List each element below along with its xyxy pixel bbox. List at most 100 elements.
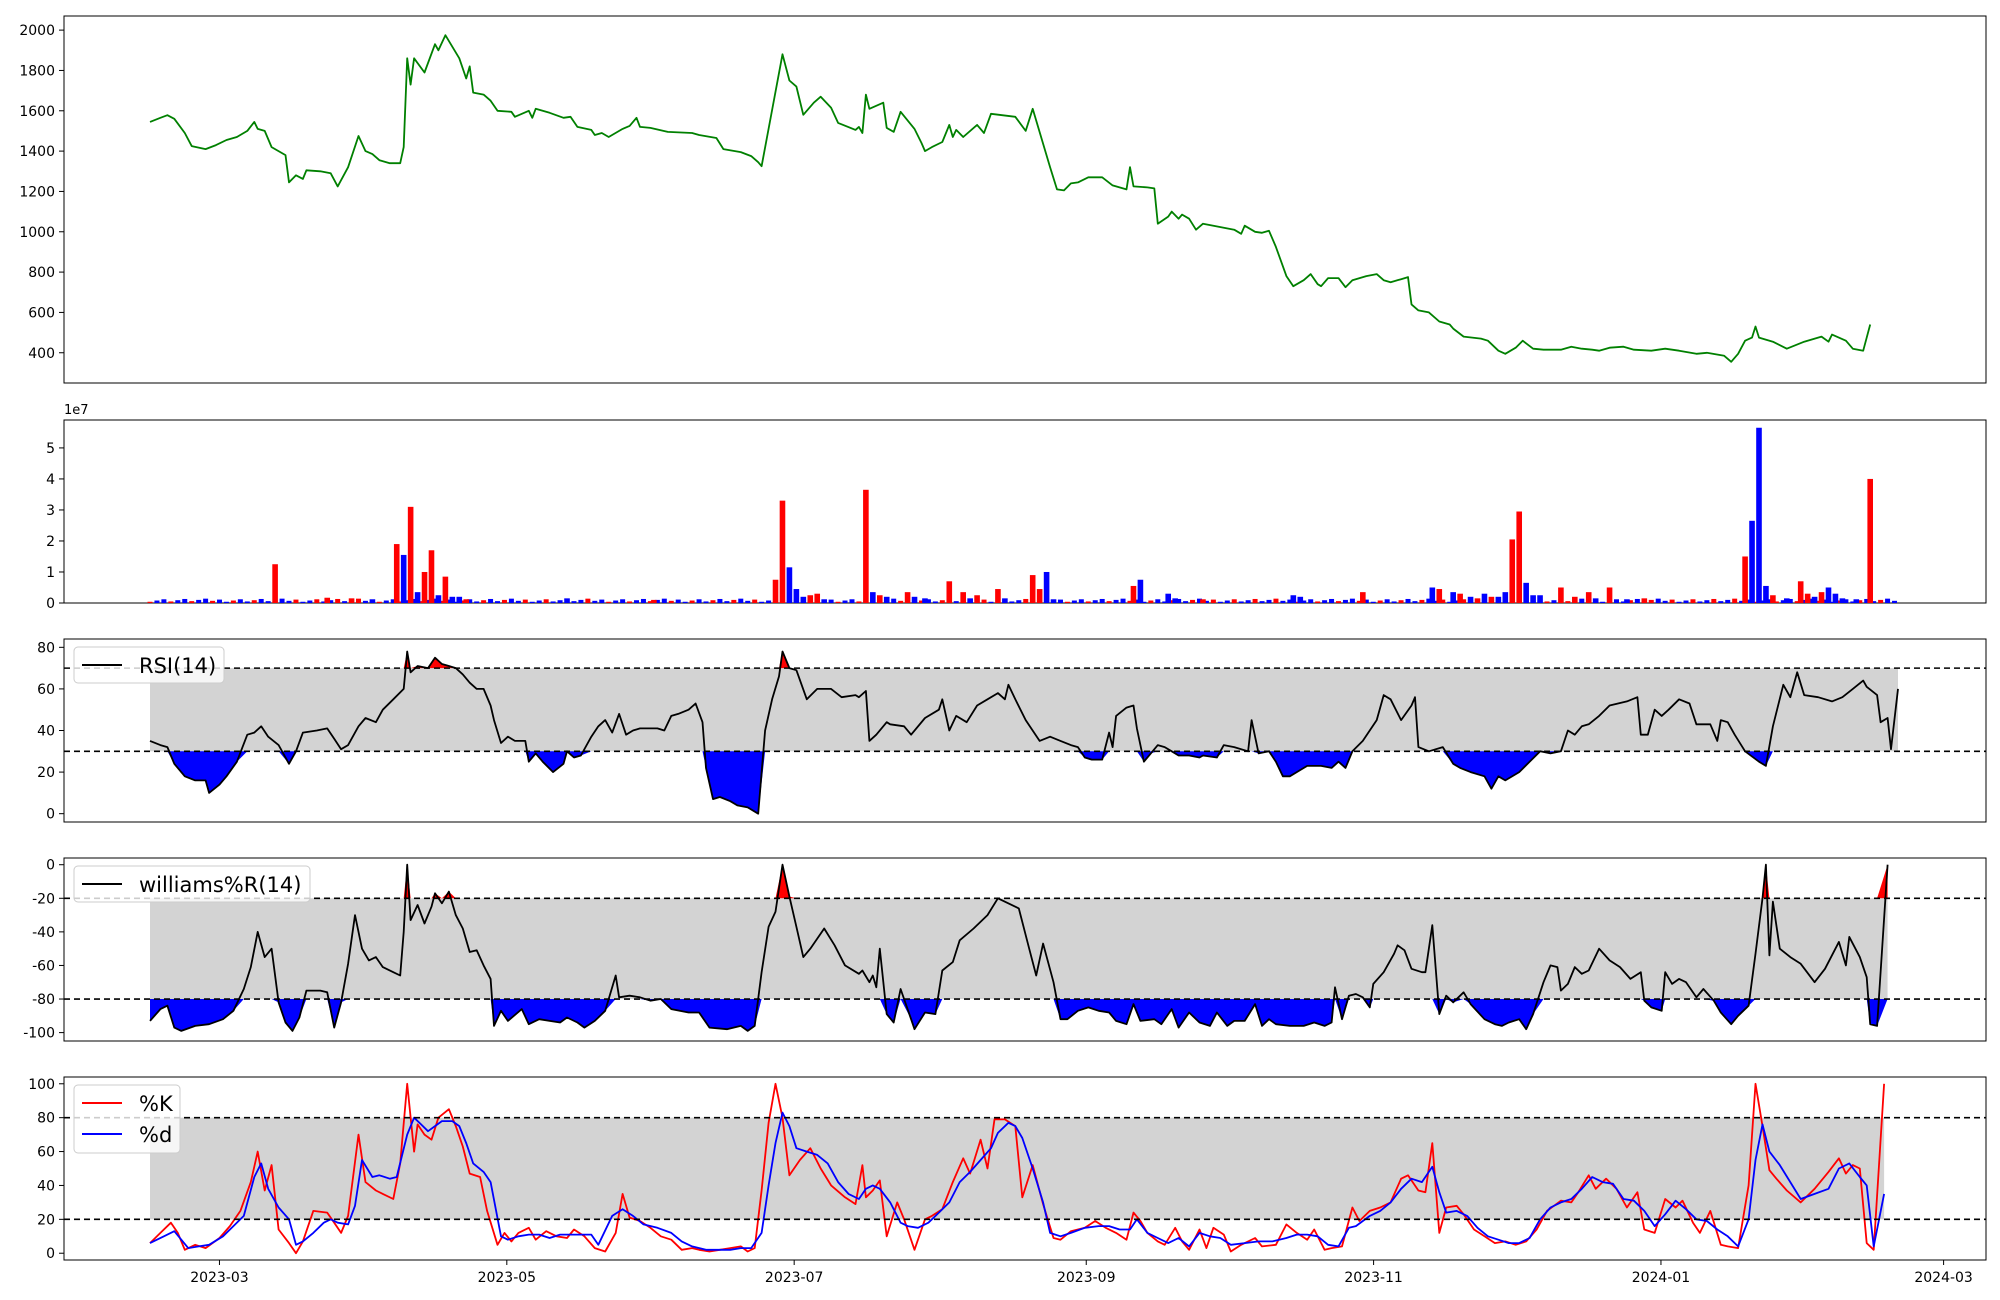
volume-bar-minor: [1377, 600, 1383, 603]
volume-bar-minor: [1829, 601, 1835, 603]
price-ytick-label: 400: [28, 346, 55, 362]
volume-bar: [1457, 593, 1463, 603]
volume-bar-minor: [1815, 600, 1821, 603]
volume-bar: [1749, 520, 1755, 603]
volume-bar-minor: [1301, 600, 1307, 603]
volume-bar: [1742, 556, 1748, 603]
volume-bar-minor: [1398, 600, 1404, 603]
volume-bar-minor: [696, 599, 702, 603]
volume-bar-minor: [467, 599, 473, 603]
volume-bar-minor: [1009, 601, 1015, 603]
stoch-ytick-label: 0: [46, 1246, 55, 1262]
k-legend-label: %K: [139, 1092, 174, 1116]
volume-bar-minor: [300, 601, 306, 603]
volume-ytick-label: 3: [46, 503, 55, 519]
williams-ytick-label: -100: [23, 1026, 55, 1042]
volume-bar-minor: [634, 600, 640, 603]
volume-panel: 1e7 0 1 2 3 4 5: [46, 403, 1987, 612]
volume-bar-minor: [988, 601, 994, 603]
volume-bar-minor: [1836, 600, 1842, 603]
volume-bar-minor: [182, 598, 188, 603]
volume-bar: [414, 592, 421, 603]
volume-bar-minor: [1183, 601, 1189, 603]
volume-bar-minor: [571, 601, 577, 603]
volume-bar-minor: [981, 599, 987, 603]
volume-bar: [651, 599, 657, 603]
volume-bar-minor: [529, 601, 535, 603]
volume-bar-minor: [1433, 600, 1439, 603]
price-ytick-label: 1800: [19, 63, 55, 79]
volume-bar-minor: [1336, 601, 1342, 603]
volume-bar-minor: [223, 601, 229, 603]
volume-bar-minor: [557, 600, 563, 603]
volume-bar-minor: [1662, 600, 1668, 603]
volume-bar-minor: [1016, 600, 1022, 603]
volume-bar-minor: [1308, 599, 1314, 603]
volume-bar: [1467, 596, 1474, 603]
volume-bar: [876, 595, 883, 603]
volume-bar: [1592, 598, 1599, 603]
volume-bar-minor: [939, 600, 945, 603]
volume-bar-minor: [1099, 598, 1105, 603]
volume-bar: [779, 500, 786, 603]
volume-bar-minor: [1203, 600, 1209, 603]
volume-bar-minor: [550, 601, 556, 603]
volume-bar-minor: [168, 601, 174, 603]
volume-exponent-label: 1e7: [64, 403, 89, 418]
williams-series-line: [149, 863, 1889, 1032]
volume-bar-minor: [1565, 601, 1571, 603]
volume-bar-minor: [501, 599, 507, 603]
volume-bar-minor: [1690, 599, 1696, 603]
volume-bar-minor: [1224, 600, 1230, 603]
volume-bar-minor: [1127, 600, 1133, 603]
stoch-ytick-label: 60: [37, 1145, 55, 1161]
stoch-ytick-label: 80: [37, 1111, 55, 1127]
volume-bar: [442, 576, 449, 603]
volume-bar-minor: [1704, 600, 1710, 603]
volume-bar-minor: [307, 600, 313, 603]
volume-bar-minor: [1092, 600, 1098, 603]
volume-bar: [435, 595, 442, 603]
volume-bar-minor: [237, 599, 243, 603]
volume-bar-minor: [1655, 598, 1661, 603]
volume-bar: [1770, 595, 1776, 603]
volume-bar-minor: [1141, 601, 1147, 603]
rsi-ytick-label: 0: [46, 807, 55, 823]
volume-bar: [1825, 587, 1832, 603]
volume-bar-minor: [460, 600, 466, 603]
volume-bar: [1050, 599, 1057, 603]
volume-bar: [772, 579, 779, 603]
williams-ytick-label: -40: [32, 925, 55, 941]
volume-bar-minor: [1266, 599, 1272, 603]
volume-bar-minor: [1322, 600, 1328, 603]
volume-bar-minor: [1023, 598, 1029, 603]
volume-bar-minor: [189, 601, 195, 603]
volume-bar-minor: [1739, 600, 1745, 603]
volume-bar-minor: [578, 599, 584, 603]
volume-bar-minor: [1155, 599, 1161, 603]
volume-bar-minor: [1440, 599, 1446, 603]
volume-bar-minor: [1426, 598, 1432, 603]
x-tick-label: 2023-11: [1344, 1270, 1403, 1286]
volume-bar-minor: [1753, 601, 1759, 603]
volume-bar: [922, 598, 928, 603]
volume-bar: [1043, 571, 1050, 603]
volume-bar-minor: [1697, 601, 1703, 603]
volume-bar-minor: [1725, 599, 1731, 603]
volume-bar: [1509, 539, 1516, 603]
volume-ytick-label: 5: [46, 441, 55, 457]
volume-bar: [1818, 592, 1825, 603]
price-ytick-label: 600: [28, 305, 55, 321]
volume-bar-minor: [731, 599, 737, 603]
volume-bar-minor: [1210, 599, 1216, 603]
x-tick-label: 2024-01: [1632, 1270, 1691, 1286]
x-tick-label: 2024-03: [1914, 1270, 1973, 1286]
x-tick-label: 2023-03: [190, 1270, 249, 1286]
volume-bar-minor: [495, 601, 501, 603]
volume-bar-minor: [481, 600, 487, 603]
volume-bar: [1200, 599, 1206, 603]
rsi-series-line: [149, 650, 1899, 815]
volume-bar: [800, 596, 807, 603]
volume-bar-minor: [717, 598, 723, 603]
